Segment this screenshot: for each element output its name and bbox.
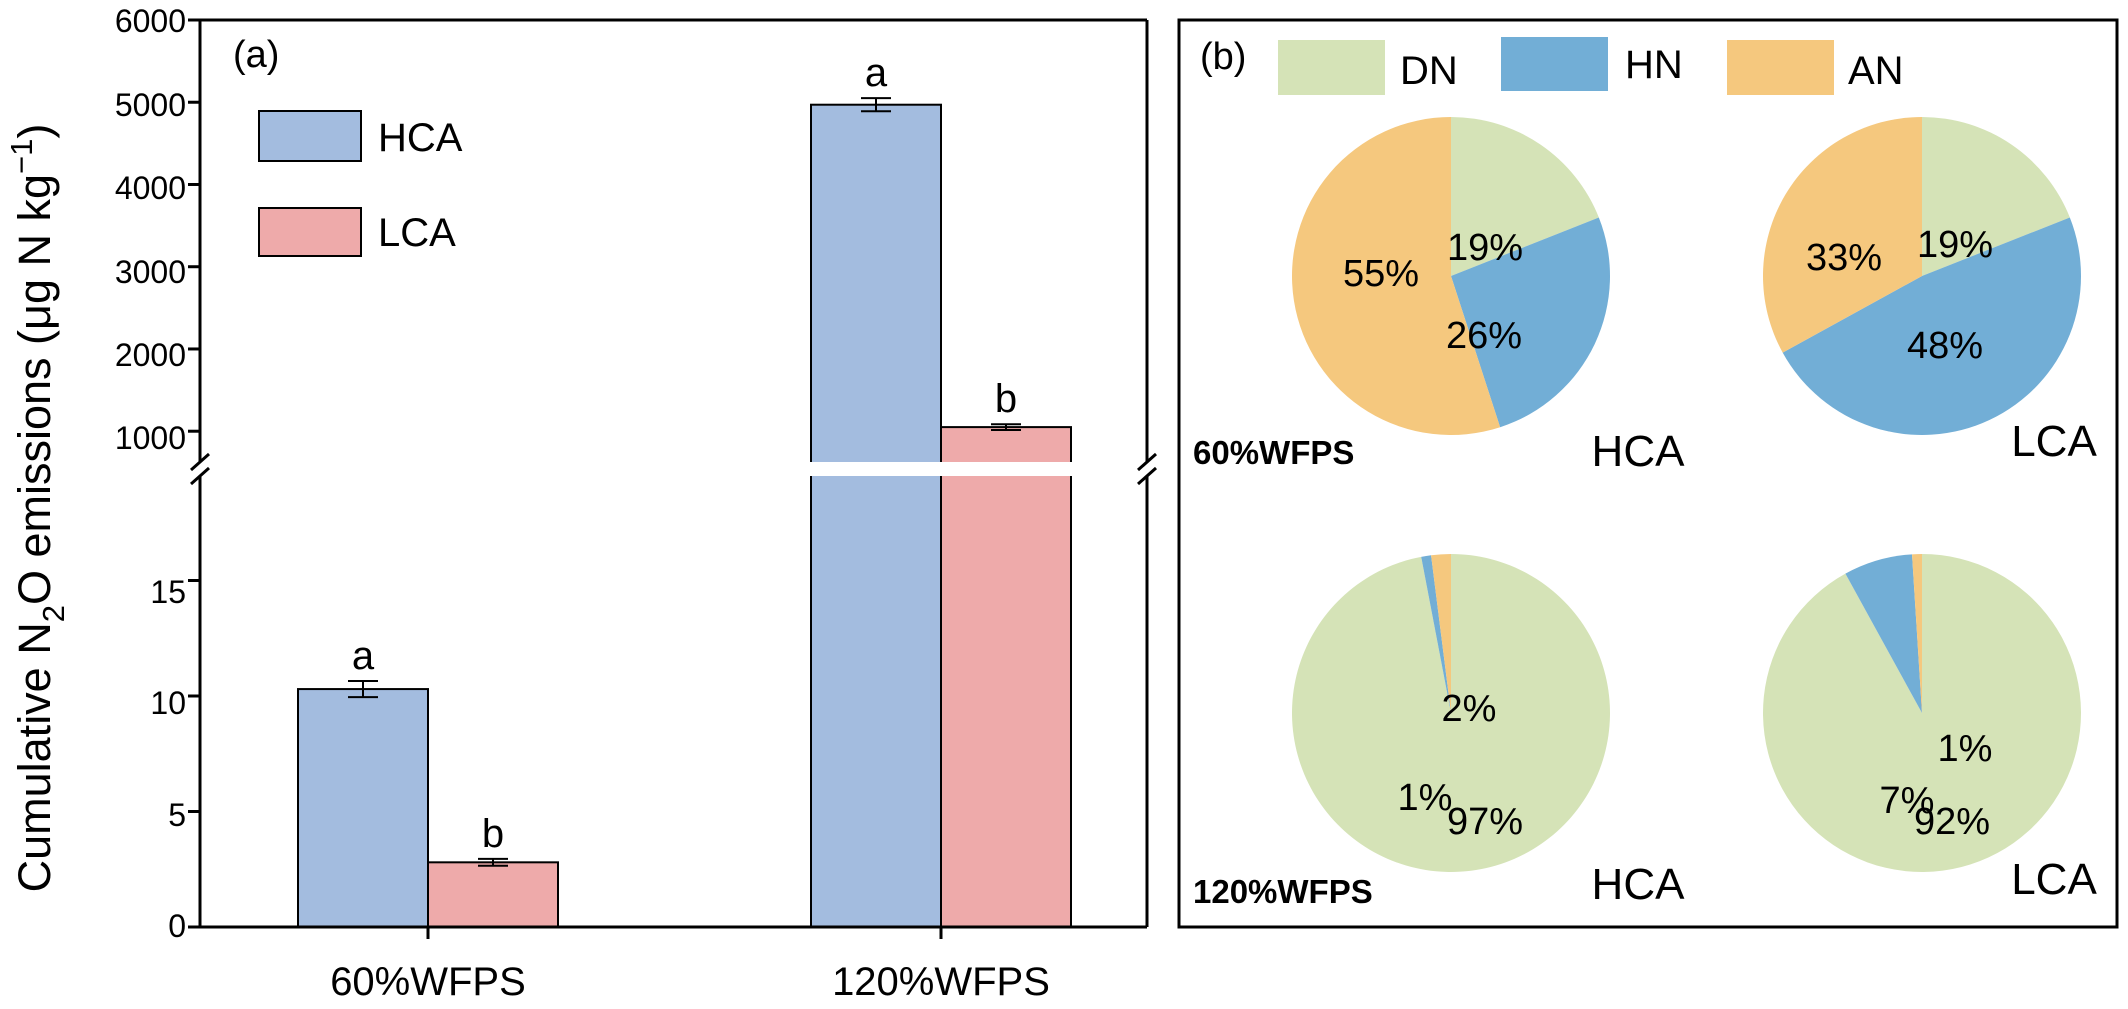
pie-area: 19%26%55%19%48%33%97%1%2%92%7%1% xyxy=(1291,117,2081,873)
legend-swatch-an xyxy=(1727,40,1834,95)
tick-label: 6000 xyxy=(115,3,186,39)
row-label-60: 60%WFPS xyxy=(1193,434,1354,471)
pie-caption-lca-60: LCA xyxy=(2011,417,2097,466)
panel-b-frame xyxy=(1177,18,2119,929)
panel-a: Cumulative N2O emissions (μg N kg−1) a a b… xyxy=(4,3,1157,1004)
tick-label: 0 xyxy=(168,908,186,944)
pie-caption-lca-120: LCA xyxy=(2011,855,2097,904)
pie-caption-hca-120: HCA xyxy=(1592,860,1686,909)
pie-slice-dn xyxy=(1451,117,1599,276)
pie-slice-hn xyxy=(1451,217,1610,428)
category-label: 60%WFPS xyxy=(330,960,526,1004)
panel-b: (b) DN HN AN 19%26%55%19%48%33%97%1%2%92… xyxy=(1177,18,2119,929)
row-label-120: 120%WFPS xyxy=(1193,873,1373,910)
pie-label-dn: 19% xyxy=(1447,227,1523,269)
legend-swatch-lca xyxy=(258,207,362,257)
axis-break-gap xyxy=(202,462,1145,476)
significance-letter: a xyxy=(865,51,888,95)
significance-letter: b xyxy=(482,812,504,856)
legend-swatch-dn xyxy=(1278,40,1385,95)
panel-a-label: (a) xyxy=(233,34,279,76)
bar-lca xyxy=(427,861,559,929)
axis-break-mark xyxy=(190,452,210,472)
tick-label: 3000 xyxy=(115,254,186,290)
pie-label-an: 1% xyxy=(1938,728,1993,770)
pie-label-hn: 48% xyxy=(1907,325,1983,367)
pie-slice-dn xyxy=(1762,554,2081,873)
pie-label-an: 55% xyxy=(1343,253,1419,295)
pie-label-dn: 19% xyxy=(1917,224,1993,266)
axis-break-mark xyxy=(190,466,210,486)
pie-label-an: 2% xyxy=(1442,688,1497,730)
legend-label-an: AN xyxy=(1848,49,1904,93)
tick-label: 10 xyxy=(150,685,186,721)
pie-label-hn: 26% xyxy=(1446,315,1522,357)
legend-b: DN HN AN xyxy=(1278,37,1904,95)
axis-break-mark xyxy=(1137,466,1157,486)
bar-area: a a b b xyxy=(188,18,1157,939)
tick-label: 5 xyxy=(168,797,186,833)
pie-label-hn: 1% xyxy=(1398,777,1453,819)
y-axis-label: Cumulative N2O emissions (μg N kg−1) xyxy=(4,124,71,893)
lower-y-ticks: 0 5 10 15 xyxy=(150,574,186,944)
significance-letter: a xyxy=(352,634,375,678)
tick-label: 2000 xyxy=(115,337,186,373)
tick-label: 1000 xyxy=(115,420,186,456)
legend-a: HCA LCA xyxy=(258,110,463,257)
pie-label-dn: 97% xyxy=(1447,801,1523,843)
axis-break-mark xyxy=(1137,452,1157,472)
bar-hca xyxy=(810,103,942,929)
bar-hca xyxy=(297,688,429,928)
pie-label-hn: 7% xyxy=(1880,780,1935,822)
tick-label: 4000 xyxy=(115,170,186,206)
pie-slice-an xyxy=(1763,117,1922,353)
pie-slice-hn xyxy=(1421,555,1451,713)
pie-slice-hn xyxy=(1782,217,2081,435)
pie-slice-an xyxy=(1431,554,1451,713)
pie-slice-an xyxy=(1291,117,1501,435)
tick-label: 15 xyxy=(150,574,186,610)
legend-label-dn: DN xyxy=(1400,49,1458,93)
bar-lca xyxy=(940,426,1072,928)
legend-label-hn: HN xyxy=(1625,43,1683,87)
pie-caption-hca-60: HCA xyxy=(1592,427,1686,476)
legend-label-lca: LCA xyxy=(378,211,456,255)
legend-label-hca: HCA xyxy=(378,116,463,160)
pie-slice-an xyxy=(1912,554,1922,713)
category-label: 120%WFPS xyxy=(832,960,1050,1004)
tick-label: 5000 xyxy=(115,87,186,123)
upper-y-ticks: 1000 2000 3000 4000 5000 6000 xyxy=(115,3,186,456)
significance-letter: b xyxy=(995,377,1017,421)
panel-b-label: (b) xyxy=(1200,36,1246,78)
pie-label-dn: 92% xyxy=(1914,801,1990,843)
legend-swatch-hn xyxy=(1501,37,1608,91)
pie-slice-hn xyxy=(1845,554,1922,713)
pie-slice-dn xyxy=(1922,117,2070,276)
pie-label-an: 33% xyxy=(1806,237,1882,279)
legend-swatch-hca xyxy=(258,110,362,162)
